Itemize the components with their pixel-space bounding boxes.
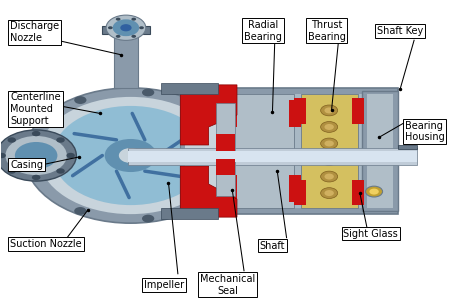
Circle shape: [324, 124, 334, 130]
Text: Centerline
Mounted
Support: Centerline Mounted Support: [10, 92, 61, 126]
Circle shape: [201, 193, 214, 201]
Circle shape: [56, 137, 65, 143]
Circle shape: [320, 105, 337, 116]
Circle shape: [113, 19, 139, 36]
Bar: [352, 180, 364, 205]
Circle shape: [32, 131, 40, 136]
Circle shape: [30, 174, 42, 181]
Circle shape: [142, 215, 154, 223]
Text: Shaft: Shaft: [260, 241, 285, 251]
Circle shape: [324, 108, 334, 114]
Circle shape: [324, 190, 334, 196]
Circle shape: [365, 186, 383, 197]
Circle shape: [53, 106, 209, 205]
Bar: [367, 94, 393, 208]
Text: Discharge
Nozzle: Discharge Nozzle: [10, 21, 59, 43]
Circle shape: [74, 96, 86, 104]
Polygon shape: [180, 166, 237, 217]
Circle shape: [30, 130, 42, 137]
Circle shape: [8, 137, 16, 143]
Circle shape: [324, 140, 334, 146]
Circle shape: [369, 188, 379, 194]
Bar: [114, 31, 138, 88]
Bar: [180, 85, 223, 214]
Text: Mechanical
Seal: Mechanical Seal: [200, 274, 255, 296]
Text: Impeller: Impeller: [144, 280, 184, 290]
Circle shape: [108, 26, 113, 29]
Text: Sight Glass: Sight Glass: [343, 229, 398, 239]
Bar: [185, 91, 218, 208]
Circle shape: [225, 152, 237, 159]
Circle shape: [119, 148, 143, 163]
Bar: [161, 208, 218, 219]
Circle shape: [116, 35, 120, 38]
Circle shape: [106, 15, 146, 40]
Bar: [216, 103, 235, 196]
Bar: [216, 134, 235, 151]
Circle shape: [320, 155, 337, 165]
Circle shape: [142, 88, 154, 96]
Circle shape: [38, 97, 223, 214]
Bar: [398, 145, 417, 149]
Bar: [232, 94, 294, 208]
Bar: [102, 26, 150, 34]
Circle shape: [32, 175, 40, 180]
Text: Bearing
Housing: Bearing Housing: [405, 121, 445, 142]
Text: Radial
Bearing: Radial Bearing: [244, 20, 282, 42]
Bar: [225, 100, 237, 127]
Circle shape: [66, 153, 75, 158]
Text: Shaft Key: Shaft Key: [377, 26, 423, 36]
Bar: [289, 100, 301, 127]
Circle shape: [116, 18, 120, 21]
Circle shape: [0, 130, 76, 181]
Bar: [223, 88, 398, 214]
Circle shape: [320, 171, 337, 182]
Circle shape: [131, 18, 136, 21]
Bar: [128, 151, 417, 162]
Bar: [294, 180, 306, 205]
Circle shape: [320, 121, 337, 132]
Circle shape: [0, 153, 6, 158]
Circle shape: [24, 88, 237, 223]
Circle shape: [201, 111, 214, 118]
Bar: [362, 91, 398, 211]
Text: Casing: Casing: [10, 159, 43, 169]
Circle shape: [320, 188, 337, 198]
Circle shape: [120, 24, 132, 31]
Bar: [294, 98, 306, 124]
Circle shape: [8, 168, 16, 174]
Circle shape: [5, 136, 67, 175]
Circle shape: [74, 207, 86, 215]
Circle shape: [56, 168, 65, 174]
Polygon shape: [180, 85, 237, 145]
Bar: [161, 83, 218, 94]
Bar: [352, 98, 364, 124]
Circle shape: [131, 35, 136, 38]
Bar: [228, 94, 393, 208]
Bar: [216, 159, 235, 175]
Circle shape: [324, 174, 334, 180]
Circle shape: [320, 138, 337, 149]
Circle shape: [105, 139, 156, 172]
Circle shape: [324, 157, 334, 163]
Bar: [128, 148, 417, 165]
Circle shape: [139, 26, 144, 29]
Bar: [225, 175, 237, 202]
Circle shape: [15, 142, 57, 169]
Text: Thrust
Bearing: Thrust Bearing: [308, 20, 346, 42]
Text: Suction Nozzle: Suction Nozzle: [10, 239, 82, 249]
Bar: [289, 175, 301, 202]
Bar: [301, 94, 357, 208]
